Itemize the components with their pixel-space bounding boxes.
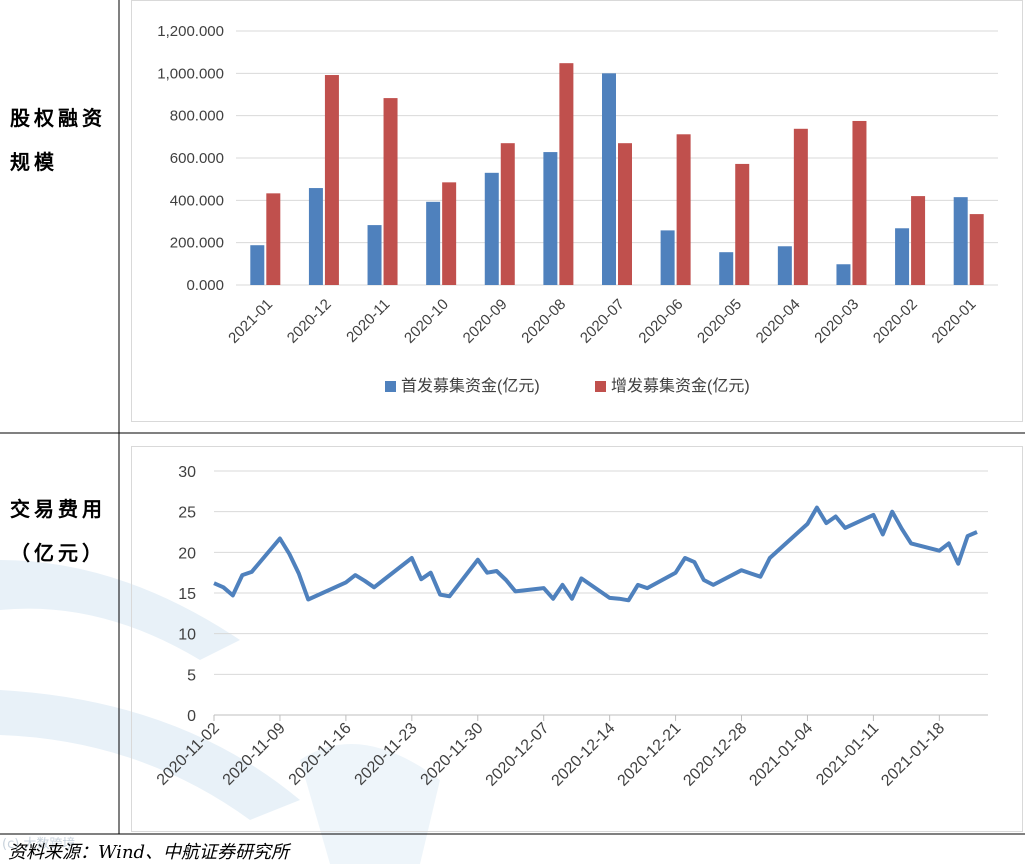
- line-y-tick-label: 5: [187, 667, 196, 684]
- row-label-equity-line1: 股权融资: [10, 106, 106, 130]
- bar-seo: [442, 182, 457, 285]
- bar-ipo: [660, 230, 675, 285]
- bar-ipo: [308, 188, 323, 285]
- line-y-tick-label: 0: [187, 708, 196, 725]
- legend-seo-swatch: [595, 381, 606, 392]
- bar-y-tick-label: 1,000.000: [157, 65, 224, 82]
- bar-ipo: [367, 225, 382, 285]
- watermark-text: (c) 大数跨境: [2, 837, 76, 852]
- bar-seo: [793, 128, 808, 285]
- line-y-tick-label: 25: [178, 505, 196, 522]
- line-y-tick-label: 10: [178, 627, 196, 644]
- legend-seo-label: 增发募集资金(亿元): [611, 377, 750, 395]
- line-x-tick-label: 2020-11-30: [418, 720, 487, 789]
- bar-y-tick-label: 600.000: [170, 150, 224, 167]
- bar-seo: [383, 98, 398, 286]
- line-x-tick-label: 2020-11-02: [154, 720, 223, 789]
- bar-seo: [559, 63, 574, 285]
- row-label-fees-line2: （亿元）: [10, 541, 106, 565]
- bar-ipo: [602, 73, 616, 285]
- line-x-tick-label: 2021-01-11: [813, 720, 882, 789]
- bar-y-tick-label: 400.000: [170, 192, 224, 209]
- bar-seo: [618, 143, 632, 285]
- line-x-tick-label: 2020-12-14: [549, 720, 619, 790]
- bar-seo: [676, 134, 691, 285]
- trading-fees-series-line: [213, 505, 978, 603]
- bar-ipo: [895, 228, 910, 285]
- row-label-fees: 交易费用 （亿元）: [10, 487, 106, 575]
- bar-seo: [969, 214, 984, 285]
- line-x-tick-label: 2020-11-23: [352, 720, 421, 789]
- source-note: 资料来源：Wind、中航证券研究所: [8, 842, 290, 863]
- line-x-tick-label: 2020-12-28: [680, 720, 750, 790]
- bar-y-tick-label: 200.000: [170, 235, 224, 252]
- equity-financing-bar-chart: 0.000 200.000 400.000 600.000 800.000 1,000.0…: [157, 23, 998, 395]
- bar-ipo: [543, 152, 558, 285]
- line-x-tick-label: 2020-11-09: [220, 720, 289, 789]
- bar-ipo: [777, 246, 792, 285]
- line-x-tick-label: 2020-11-16: [286, 720, 355, 789]
- bar-seo: [852, 120, 867, 285]
- bar-ipo: [719, 252, 734, 285]
- bar-ipo: [953, 197, 968, 285]
- line-x-tick-label: 2021-01-04: [746, 720, 816, 790]
- line-x-tick-label: 2020-12-21: [615, 720, 685, 790]
- legend-ipo-swatch: [385, 381, 396, 392]
- bar-seo: [324, 75, 339, 285]
- line-x-tick-label: 2021-01-18: [878, 720, 948, 790]
- row-label-equity: 股权融资 规模: [10, 96, 106, 184]
- line-y-tick-label: 20: [178, 545, 196, 562]
- row-label-fees-line1: 交易费用: [10, 497, 106, 521]
- bar-ipo: [250, 245, 265, 285]
- bar-y-tick-label: 800.000: [170, 108, 224, 125]
- bar-y-tick-label: 1,200.000: [157, 23, 224, 40]
- bar-seo: [266, 193, 281, 285]
- bar-y-tick-label: 0.000: [186, 277, 224, 294]
- bar-seo: [500, 143, 515, 285]
- bar-seo: [735, 163, 750, 285]
- bar-ipo: [426, 201, 441, 285]
- bar-seo: [911, 196, 926, 285]
- bar-ipo: [484, 172, 499, 285]
- line-x-tick-label: 2020-12-07: [483, 720, 553, 790]
- bar-ipo: [836, 264, 851, 285]
- line-y-tick-label: 30: [178, 464, 196, 481]
- legend-ipo-label: 首发募集资金(亿元): [401, 377, 540, 395]
- row-label-equity-line2: 规模: [10, 150, 58, 174]
- line-y-tick-label: 15: [178, 586, 196, 603]
